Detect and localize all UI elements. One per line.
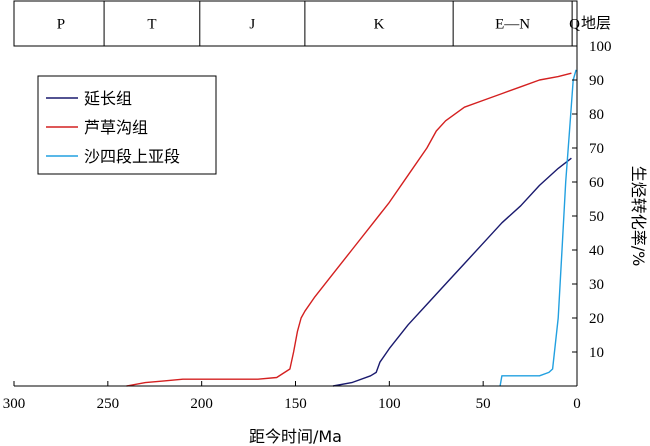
strata-label-2: J	[249, 17, 255, 33]
x-tick-label-6: 0	[573, 396, 581, 412]
strata-label-5: Q	[569, 17, 580, 33]
strata-label-3: K	[374, 17, 385, 33]
series-line-0	[332, 157, 572, 387]
legend-label-0: 延长组	[84, 89, 132, 108]
tick-layer: 300 250 200 150 100 50 0 10 20 30 40 50 60 70 80 90 100	[3, 39, 612, 412]
y-tick-label-0: 10	[589, 345, 604, 361]
strata-label-4: E—N	[495, 17, 530, 33]
y-tick-label-1: 20	[589, 311, 604, 327]
strata-label-1: T	[147, 17, 156, 33]
y-tick-label-9: 100	[589, 39, 612, 55]
x-tick-label-5: 50	[476, 396, 491, 412]
series-line-1	[126, 72, 572, 387]
x-axis-label: 距今时间/Ma	[249, 427, 342, 446]
strata-header-label: 地层	[581, 14, 611, 32]
y-tick-label-6: 70	[589, 141, 604, 157]
legend-label-1: 芦草沟组	[84, 118, 148, 137]
legend-frame	[37, 75, 217, 175]
y-tick-label-4: 50	[589, 209, 604, 225]
y-tick-label-8: 90	[589, 73, 604, 89]
y-tick-label-7: 80	[589, 107, 604, 123]
series-layer	[126, 69, 577, 387]
legend-label-2: 沙四段上亚段	[84, 147, 180, 166]
x-tick-label-4: 100	[378, 396, 401, 412]
strata-frame	[13, 0, 578, 47]
x-tick-label-0: 300	[3, 396, 26, 412]
y-tick-label-2: 30	[589, 277, 604, 293]
x-tick-label-3: 150	[284, 396, 307, 412]
strata-header: P T J K E—N Q 地层	[13, 0, 611, 47]
y-tick-label-3: 40	[589, 243, 604, 259]
x-tick-label-2: 200	[190, 396, 213, 412]
strata-label-0: P	[57, 17, 65, 33]
y-axis-label: 生烃转化率/%	[629, 166, 648, 267]
y-tick-label-5: 60	[589, 175, 604, 191]
series-line-2	[499, 69, 577, 387]
x-tick-label-1: 250	[97, 396, 120, 412]
